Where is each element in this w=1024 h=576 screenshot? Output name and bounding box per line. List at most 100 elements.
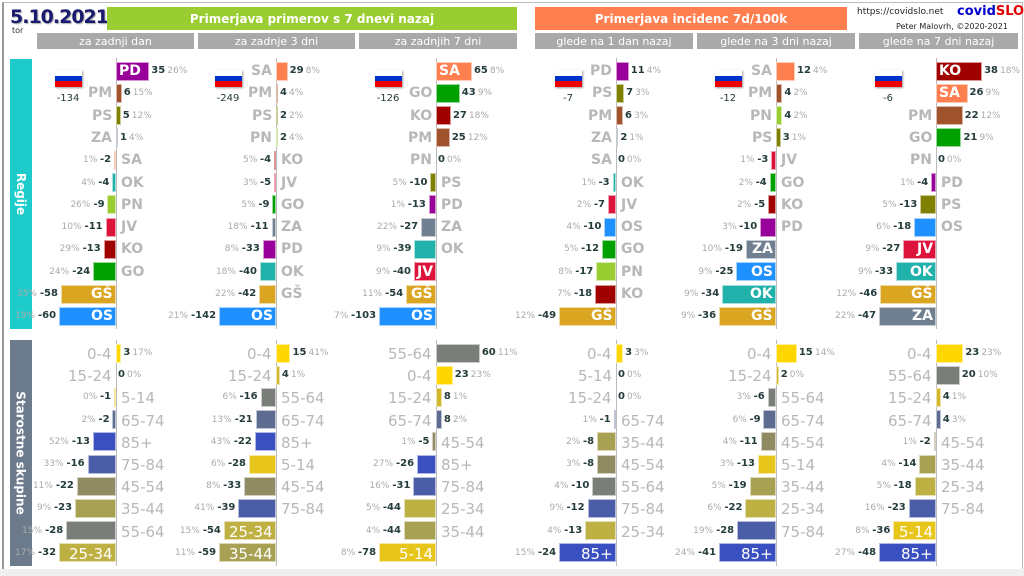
bar-ZA: [745, 239, 776, 259]
percent-label: 15%: [132, 88, 153, 99]
value-label: 60: [481, 347, 496, 358]
value-label: -60: [38, 310, 57, 322]
bar-45-54: [760, 432, 776, 452]
value-label: 20: [961, 369, 976, 381]
percent-label: 26%: [167, 66, 188, 76]
value-label: 6: [123, 87, 131, 99]
value-label: -8: [583, 435, 595, 447]
percent-label: 8%: [305, 66, 320, 76]
bar-label: OS: [251, 308, 273, 325]
bar-label: 65-74: [621, 411, 665, 430]
value-label: -36: [698, 310, 717, 322]
percent-label: 13%: [211, 414, 232, 425]
value-label: 2: [280, 131, 287, 143]
bar-label: 25-34: [781, 500, 825, 519]
percent-label: 1%: [900, 177, 915, 188]
author-credit: Peter Malovrh, ©2020-2021: [896, 22, 1008, 31]
bar-label: PM: [408, 129, 433, 146]
source-url: https://covidslo.net: [857, 7, 944, 17]
value-label: 4: [281, 369, 289, 381]
value-label: -23: [887, 502, 906, 514]
percent-label: 22%: [835, 311, 856, 322]
cases-comparison-banner: Primerjava primerov s 7 dnevi nazaj: [107, 7, 517, 30]
bar-PN: [276, 128, 278, 148]
percent-label: 1%: [902, 436, 917, 447]
bar-55-64: [66, 521, 116, 541]
slovenia-flag-icon: [215, 70, 242, 88]
value-label: -33: [241, 243, 260, 255]
bar-PN: [596, 262, 616, 282]
value-label: 4: [942, 413, 950, 425]
bar-label: KO: [939, 63, 962, 79]
bar-label: 35-44: [621, 433, 665, 452]
bar-GŠ: [559, 306, 616, 326]
percent-label: 10%: [977, 370, 998, 381]
bar-label: 85+: [581, 544, 613, 563]
bar-SA: [436, 61, 472, 81]
percent-label: 5%: [241, 199, 256, 210]
value-label: 0: [438, 154, 445, 166]
bar-label: PS: [941, 196, 962, 213]
ages-section-label: Starostne skupine: [10, 340, 32, 566]
bar-55-64: [436, 343, 480, 363]
percent-label: 18%: [468, 110, 489, 121]
percent-label: 1%: [581, 177, 596, 188]
bar-PS: [776, 128, 781, 148]
bar-35-44: [219, 543, 276, 563]
percent-label: 43%: [210, 436, 231, 447]
percent-label: 4%: [881, 459, 896, 469]
bar-PD: [760, 217, 776, 237]
bar-label: OK: [281, 263, 304, 280]
bar-label: 0-4: [907, 345, 932, 363]
bar-5-14: [114, 387, 116, 407]
value-label: -9: [258, 198, 270, 210]
bar-PS: [276, 106, 278, 126]
percent-label: 1%: [740, 155, 755, 166]
value-label: -12: [566, 502, 585, 514]
percent-label: 6%: [222, 392, 237, 403]
bar-label: ZA: [281, 219, 302, 236]
bar-label: GO: [781, 174, 805, 191]
percent-label: 1%: [452, 392, 468, 403]
percent-label: 7%: [334, 311, 349, 322]
percent-label: 0%: [83, 392, 98, 403]
value-label: -8: [583, 458, 595, 469]
bar-label: 75-84: [621, 500, 665, 519]
bar-label: OK: [121, 174, 144, 191]
percent-label: 24%: [49, 266, 70, 277]
bar-label: ZA: [441, 219, 462, 236]
bar-label: KO: [410, 107, 433, 124]
percent-label: 8%: [224, 244, 240, 255]
value-label: 22: [964, 109, 979, 121]
bar-label: 75-84: [441, 478, 485, 497]
value-label: 0: [938, 154, 945, 166]
bar-label: PN: [621, 263, 643, 280]
bar-label: 85+: [741, 544, 773, 563]
bar-label: 45-54: [441, 433, 485, 452]
bar-label: 55-64: [781, 389, 825, 408]
bar-PS: [920, 195, 936, 215]
axis-line: [436, 340, 437, 566]
bar-label: 85+: [121, 433, 153, 452]
value-label: -47: [858, 310, 877, 322]
value-label: -49: [538, 310, 557, 322]
percent-label: 11%: [175, 547, 196, 558]
axis-line: [276, 340, 277, 566]
axis-line: [616, 340, 617, 566]
bar-PS: [430, 173, 436, 192]
value-label: -9: [749, 413, 761, 425]
value-label: -11: [84, 221, 103, 233]
column-header: za zadnjih 7 dni: [359, 33, 517, 49]
percent-label: 6%: [707, 503, 722, 514]
percent-label: 9%: [684, 289, 699, 299]
bar-65-74: [112, 410, 116, 430]
bar-15-24: [936, 387, 941, 407]
percent-label: 17%: [132, 348, 153, 358]
bar-PD: [428, 195, 436, 215]
value-label: 4: [942, 391, 950, 403]
percent-label: 2%: [793, 88, 808, 99]
bar-OK: [722, 284, 776, 304]
total-change: -6: [883, 93, 893, 104]
value-label: -25: [715, 265, 734, 277]
bar-25-34: [745, 498, 776, 518]
